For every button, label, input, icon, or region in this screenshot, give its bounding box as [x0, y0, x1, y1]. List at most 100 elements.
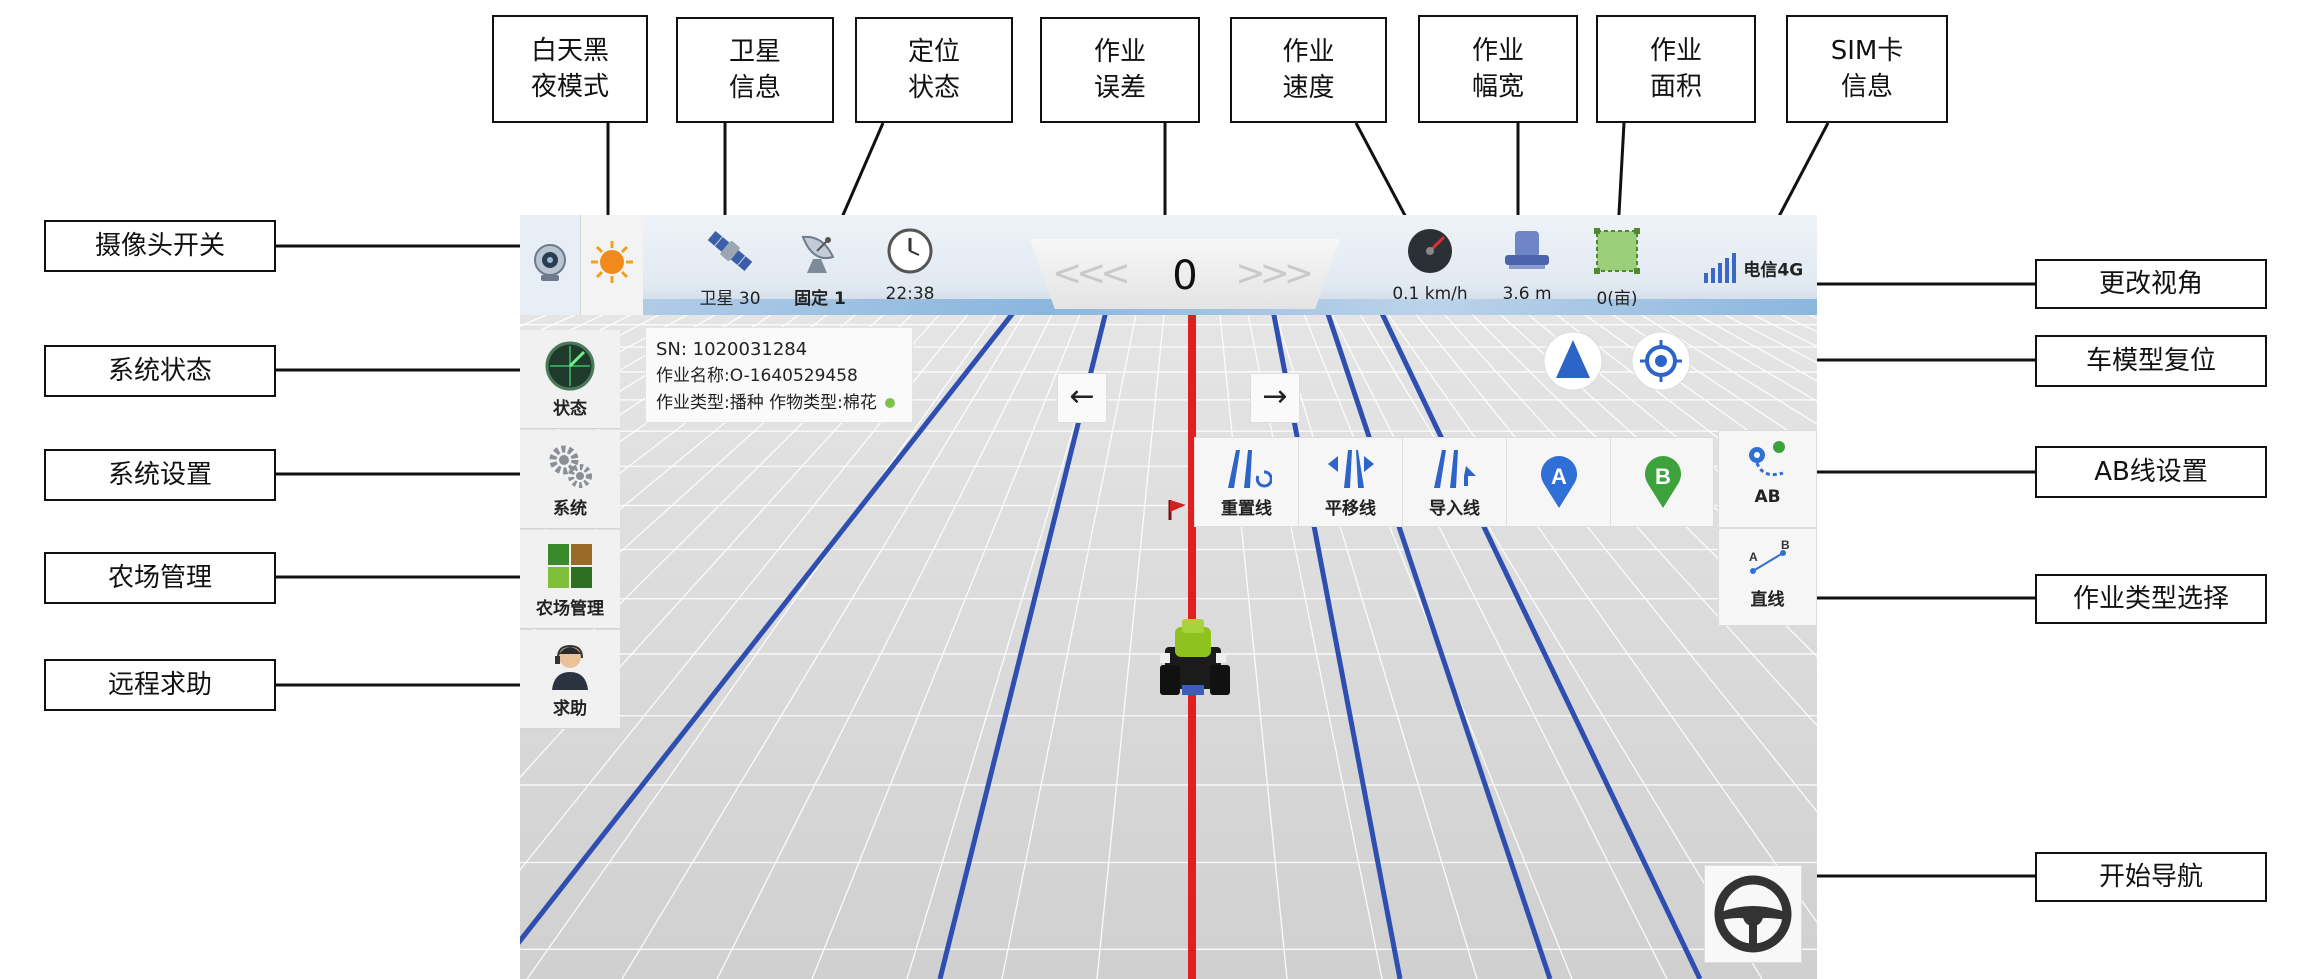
gears-icon [549, 445, 592, 488]
shift-left-button[interactable]: ← [1057, 373, 1107, 423]
callout-work-error: 作业 误差 [1040, 17, 1200, 123]
field-area-icon [1594, 228, 1640, 274]
callout-day-night-mode: 白天黑 夜模式 [492, 15, 648, 123]
sim-info[interactable]: 电信4G [1702, 253, 1812, 283]
width-value: 3.6 m [1502, 284, 1552, 304]
camera-toggle[interactable] [520, 215, 580, 315]
line-type-label: 直线 [1750, 590, 1785, 610]
set-point-b-button[interactable]: B [1611, 438, 1715, 526]
view-triangle-icon [1556, 340, 1590, 378]
satellite-icon [707, 230, 753, 272]
crosshair-icon [1640, 340, 1682, 382]
flag-icon [1168, 500, 1186, 520]
signal-bars-icon [1704, 253, 1736, 283]
import-line-icon [1433, 450, 1476, 488]
reset-line-icon [1227, 450, 1272, 488]
svg-text:A: A [1749, 550, 1758, 564]
clock-icon [887, 228, 933, 274]
tractor-model [1160, 619, 1230, 695]
import-line-button[interactable]: 导入线 [1403, 438, 1507, 526]
guide-line [1292, 215, 1553, 979]
change-view-button[interactable] [1542, 330, 1604, 392]
callout-camera-switch: 摄像头开关 [44, 220, 276, 272]
navigation-screen: 1 [520, 215, 1817, 979]
work-area: 0(亩) [1572, 225, 1662, 309]
sun-icon [591, 241, 633, 283]
ab-label: AB [1754, 487, 1781, 507]
guide-line [937, 215, 1133, 979]
set-point-a-button[interactable]: A [1507, 438, 1611, 526]
satellite-dish-icon [801, 235, 835, 273]
callout-system-settings: 系统设置 [44, 449, 276, 501]
sidebar-item-system[interactable]: 系统 [520, 430, 620, 529]
time-display: 22:38 [885, 284, 935, 304]
sidebar-item-label: 系统 [553, 499, 587, 519]
satellite-info[interactable]: 卫星 30 [688, 225, 772, 309]
guide-line [520, 215, 1092, 945]
callout-start-navigation: 开始导航 [2035, 852, 2267, 902]
callout-ab-line-settings: AB线设置 [2035, 446, 2267, 498]
shift-line-button[interactable]: 平移线 [1299, 438, 1403, 526]
pin-a-icon: A [1540, 456, 1577, 508]
line-toolbar: 重置线 平移线 导入线 A [1194, 437, 1714, 527]
shift-right-button[interactable]: → [1250, 373, 1300, 423]
callout-position-status: 定位 状态 [855, 17, 1013, 123]
work-width: 3.6 m [1482, 225, 1572, 304]
svg-text:A: A [1551, 464, 1567, 489]
shift-line-icon [1327, 450, 1374, 488]
speed-value: 0.1 km/h [1392, 284, 1468, 304]
error-left-chevrons: <<< [1052, 253, 1130, 294]
shift-line-label: 平移线 [1325, 499, 1376, 519]
farm-grid-icon [548, 544, 592, 588]
svg-text:B: B [1655, 464, 1671, 489]
guide-lines [520, 215, 1703, 979]
radar-icon [545, 341, 595, 391]
callout-remote-help: 远程求助 [44, 659, 276, 711]
reset-line-label: 重置线 [1221, 499, 1272, 519]
error-right-chevrons: >>> [1235, 253, 1314, 294]
sidebar-item-farm[interactable]: 农场管理 [520, 530, 620, 629]
vehicle-reset-button[interactable] [1630, 330, 1692, 392]
position-status[interactable]: 固定 1 [778, 225, 862, 309]
sidebar-item-label: 求助 [553, 699, 587, 719]
ab-route-icon [1748, 441, 1785, 477]
satellite-count: 卫星 30 [699, 289, 761, 309]
line-type-button[interactable]: A B 直线 [1718, 528, 1817, 626]
job-name: 作业名称:O-1640529458 [656, 366, 858, 386]
sidebar-item-help[interactable]: 求助 [520, 630, 620, 729]
camera-icon [534, 244, 566, 281]
sidebar-item-label: 状态 [553, 399, 587, 419]
callout-change-view: 更改视角 [2035, 259, 2267, 309]
guide-line [1332, 215, 1703, 979]
start-navigation-button[interactable] [1704, 865, 1802, 963]
speedometer-icon [1408, 229, 1452, 273]
callout-vehicle-reset: 车模型复位 [2035, 335, 2267, 387]
svg-text:B: B [1781, 538, 1790, 552]
callout-system-status: 系统状态 [44, 345, 276, 397]
reset-line-button[interactable]: 重置线 [1195, 438, 1299, 526]
implement-icon [1505, 231, 1549, 269]
pin-b-icon: B [1645, 456, 1681, 508]
sidebar-item-status[interactable]: 状态 [520, 330, 620, 429]
callout-work-type-select: 作业类型选择 [2035, 574, 2267, 624]
crop-icon [885, 398, 896, 408]
clock: 22:38 [868, 225, 952, 304]
fix-status: 固定 1 [794, 289, 846, 309]
sidebar-item-label: 农场管理 [536, 599, 604, 619]
callout-farm-management: 农场管理 [44, 552, 276, 604]
error-value: 0 [1172, 253, 1198, 299]
callout-sim-info: SIM卡 信息 [1786, 15, 1948, 123]
ab-line-settings-button[interactable]: AB [1718, 430, 1817, 528]
day-night-toggle[interactable] [580, 215, 643, 315]
steering-wheel-icon [1714, 875, 1792, 953]
callout-work-speed: 作业 速度 [1230, 17, 1387, 123]
area-value: 0(亩) [1596, 289, 1638, 309]
straight-line-icon: A B [1749, 538, 1790, 574]
callout-work-width: 作业 幅宽 [1418, 15, 1578, 123]
work-speed: 0.1 km/h [1380, 225, 1480, 304]
job-info-panel: SN: 1020031284 作业名称:O-1640529458 作业类型:播种… [645, 327, 913, 423]
work-error-panel: <<< 0 >>> [1030, 239, 1340, 309]
callout-satellite-info: 卫星 信息 [676, 17, 834, 123]
import-line-label: 导入线 [1429, 499, 1480, 519]
serial-number: SN: 1020031284 [656, 339, 808, 360]
